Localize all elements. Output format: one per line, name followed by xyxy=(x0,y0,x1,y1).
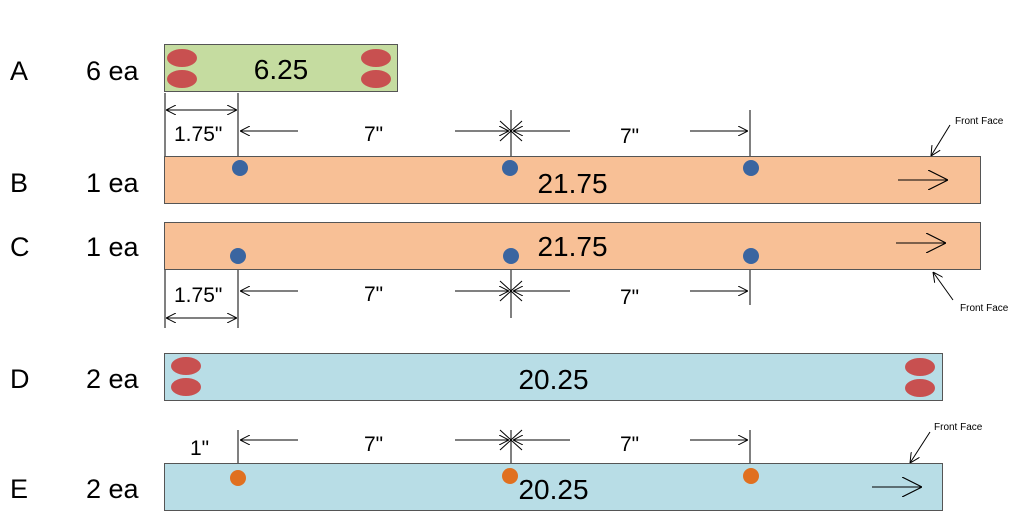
board-a-length: 6.25 xyxy=(253,54,309,85)
hole-dot xyxy=(503,248,519,264)
front-face-label-c: Front Face xyxy=(960,303,1009,314)
board-b-length: 21.75 xyxy=(537,168,608,199)
row-letter-b: B xyxy=(10,168,29,198)
board-d-length: 20.25 xyxy=(518,364,589,395)
board-d: 20.25 xyxy=(164,353,943,401)
board-e: 20.25 xyxy=(164,463,943,511)
dim-c-span2: 7" xyxy=(620,286,640,309)
hole-dot xyxy=(230,248,246,264)
row-letter-d: D xyxy=(10,364,30,394)
row-qty-b: 1 ea xyxy=(86,168,139,198)
hole-oval xyxy=(361,70,391,88)
hole-oval xyxy=(361,49,391,67)
hole-dot xyxy=(230,470,246,486)
hole-oval xyxy=(905,358,935,376)
dim-b-span1: 7" xyxy=(364,123,384,146)
dim-b-span2: 7" xyxy=(620,125,640,148)
dim-e-span2: 7" xyxy=(620,433,640,456)
board-e-length: 20.25 xyxy=(518,474,589,505)
dim-c-offset: 1.75" xyxy=(174,284,223,307)
hole-oval xyxy=(167,70,197,88)
row-qty-a: 6 ea xyxy=(86,56,139,86)
row-qty-e: 2 ea xyxy=(86,474,139,504)
hole-dot xyxy=(743,160,759,176)
board-c-length: 21.75 xyxy=(537,231,608,262)
hole-dot xyxy=(502,160,518,176)
hole-oval xyxy=(905,379,935,397)
row-qty-c: 1 ea xyxy=(86,232,139,262)
front-face-label-e: Front Face xyxy=(934,422,983,433)
hole-oval xyxy=(171,378,201,396)
board-c: 21.75 xyxy=(164,222,981,270)
row-qty-d: 2 ea xyxy=(86,364,139,394)
front-face-label-b: Front Face xyxy=(955,116,1004,127)
dim-b-offset: 1.75" xyxy=(174,123,223,146)
dim-c-span1: 7" xyxy=(364,283,384,306)
row-letter-a: A xyxy=(10,56,29,86)
row-letter-c: C xyxy=(10,232,30,262)
hole-oval xyxy=(171,357,201,375)
board-a: 6.25 xyxy=(164,44,398,92)
hole-dot xyxy=(743,248,759,264)
hole-dot xyxy=(743,468,759,484)
hole-dot xyxy=(502,468,518,484)
hole-oval xyxy=(167,49,197,67)
row-letter-e: E xyxy=(10,474,29,504)
dim-e-offset: 1" xyxy=(190,437,210,460)
dim-e-span1: 7" xyxy=(364,433,384,456)
hole-dot xyxy=(232,160,248,176)
board-b: 21.75 xyxy=(164,156,981,204)
